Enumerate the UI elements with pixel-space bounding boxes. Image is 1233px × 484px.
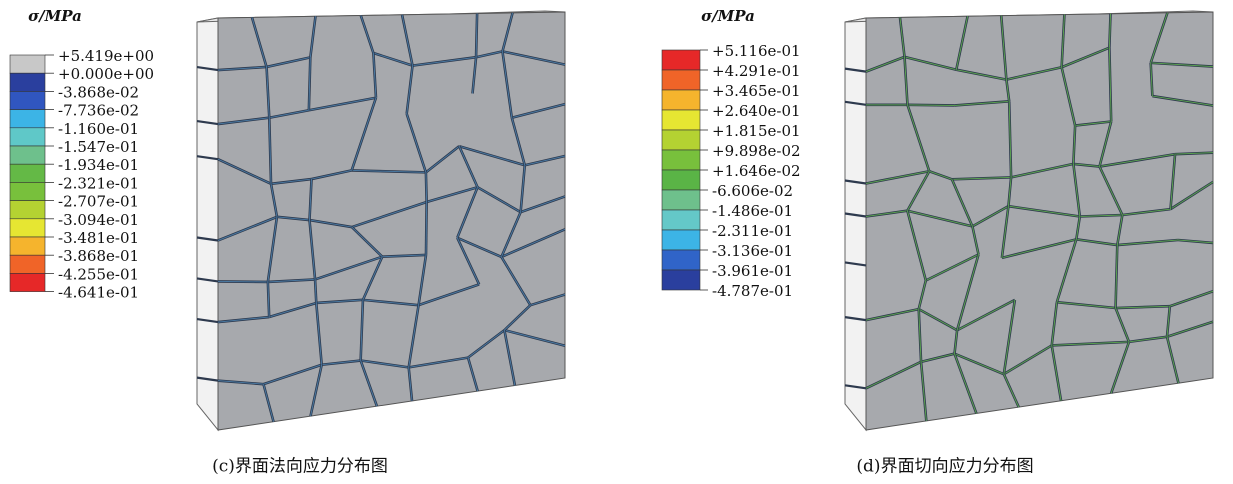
legend-label: -1.934e-01 [58, 156, 139, 174]
legend-title: σ/MPa [701, 7, 755, 25]
legend-label: -6.606e-02 [712, 182, 793, 200]
slab-side [197, 18, 218, 430]
panel: σ/MPa +5.419e+00+0.000e+00-3.868e-02-7.73… [10, 7, 565, 477]
legend-swatch [10, 91, 45, 109]
legend-label: -3.136e-01 [712, 242, 793, 260]
legend-label: +4.291e-01 [712, 62, 801, 80]
legend-swatch [10, 110, 45, 128]
legend-label: -4.255e-01 [58, 265, 139, 283]
legend-swatch [662, 170, 700, 190]
legend-label: -3.481e-01 [58, 229, 139, 247]
legend-label: -2.321e-01 [58, 174, 139, 192]
legend-label: -3.868e-01 [58, 247, 139, 265]
figure: σ/MPa +5.419e+00+0.000e+00-3.868e-02-7.73… [0, 0, 1233, 484]
legend-swatch [10, 255, 45, 273]
legend-label: +9.898e-02 [712, 142, 801, 160]
grain-boundary-stress [218, 281, 268, 282]
legend-swatch [662, 230, 700, 250]
legend-swatch [10, 273, 45, 291]
legend-label: -3.094e-01 [58, 211, 139, 229]
legend-swatch [10, 164, 45, 182]
legend-swatch [662, 130, 700, 150]
legend-label: +5.419e+00 [58, 47, 154, 65]
legend-label: -1.160e-01 [58, 120, 139, 138]
legend-label: -3.961e-01 [712, 262, 793, 280]
slab-front [866, 12, 1213, 430]
legend-swatch [662, 110, 700, 130]
legend-swatch [10, 219, 45, 237]
legend-swatch [10, 146, 45, 164]
legend-swatch [662, 150, 700, 170]
legend-swatch [10, 128, 45, 146]
legend-label: -1.486e-01 [712, 202, 793, 220]
legend-label: -1.547e-01 [58, 138, 139, 156]
legend-swatch [662, 50, 700, 70]
legend-label: +3.465e-01 [712, 82, 801, 100]
grain-boundary-stress [426, 202, 427, 255]
slab-side [845, 18, 866, 430]
grain-boundary-stress [907, 105, 954, 106]
legend-title: σ/MPa [28, 7, 82, 25]
legend-label: -2.311e-01 [712, 222, 793, 240]
legend-swatch [10, 73, 45, 91]
legend-swatch [662, 90, 700, 110]
legend-label: -7.736e-02 [58, 102, 139, 120]
panel: σ/MPa +5.116e-01 +4.291e-01 +3.465e-01 +2.64… [662, 7, 1213, 477]
legend-label: -4.641e-01 [58, 284, 139, 302]
legend-swatch [10, 182, 45, 200]
legend-swatch [10, 55, 45, 73]
legend-label: +0.000e+00 [58, 65, 154, 83]
legend-label: +2.640e-01 [712, 102, 801, 120]
legend-swatch [10, 201, 45, 219]
legend-label: +1.646e-02 [712, 162, 801, 180]
legend-swatch [662, 210, 700, 230]
legend-label: +1.815e-01 [712, 122, 801, 140]
caption: (d)界面切向应力分布图 [856, 457, 1033, 477]
legend-label: -2.707e-01 [58, 193, 139, 211]
legend-label: -3.868e-02 [58, 83, 139, 101]
legend-label: -4.787e-01 [712, 282, 793, 300]
legend-swatch [10, 237, 45, 255]
legend-label: +5.116e-01 [712, 42, 801, 60]
figure-canvas: σ/MPa +5.419e+00+0.000e+00-3.868e-02-7.73… [0, 0, 1233, 484]
legend-swatch [662, 270, 700, 290]
legend-swatch [662, 70, 700, 90]
legend-swatch [662, 190, 700, 210]
caption: (c)界面法向应力分布图 [212, 457, 388, 477]
legend-swatch [662, 250, 700, 270]
